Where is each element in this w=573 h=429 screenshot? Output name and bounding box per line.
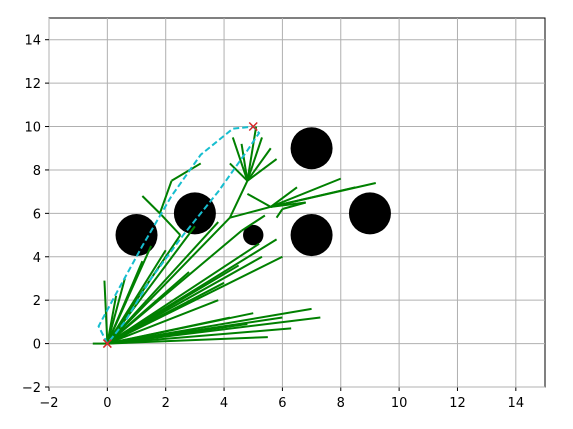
obstacle — [173, 192, 216, 235]
tree-edge — [107, 336, 268, 345]
obstacle — [243, 224, 264, 246]
tree-edge — [106, 234, 182, 345]
tree-edge — [106, 278, 126, 344]
tree-edge — [141, 195, 161, 215]
tree-edge — [229, 162, 249, 182]
tree-edge — [246, 137, 263, 182]
tree-edge — [158, 180, 173, 214]
y-tick-label: 0 — [33, 338, 41, 353]
tree-edge — [270, 186, 298, 208]
y-tick-label: 14 — [24, 34, 41, 49]
x-tick-label: 12 — [449, 396, 466, 411]
obstacle — [290, 214, 333, 257]
y-tick-label: 4 — [33, 251, 41, 266]
tree-edge — [282, 201, 307, 210]
y-tick-label: 8 — [33, 164, 41, 179]
tree-edge — [270, 186, 356, 208]
tree-edge — [159, 212, 182, 236]
tree-edge — [106, 245, 153, 344]
x-tick-label: −2 — [39, 396, 58, 411]
tree-edge — [107, 327, 292, 345]
tree-edge — [106, 264, 240, 345]
x-tick-label: 4 — [220, 396, 228, 411]
x-tick-label: 6 — [278, 396, 286, 411]
obstacle — [290, 127, 333, 170]
tree-edge — [106, 281, 225, 345]
obstacle — [115, 214, 158, 257]
y-tick-label: −2 — [22, 381, 41, 396]
tree-edge — [240, 143, 249, 181]
tree-edge — [106, 216, 231, 345]
tree-edge — [241, 214, 266, 232]
tree-edge — [171, 162, 202, 182]
tree-edge — [246, 126, 258, 181]
y-tick-label: 10 — [24, 121, 41, 136]
x-tick-label: 14 — [508, 396, 525, 411]
y-tick-label: 6 — [33, 207, 41, 222]
y-tick-label: 2 — [33, 294, 41, 309]
tree-edge — [106, 271, 190, 345]
tree-edge — [231, 137, 249, 182]
y-tick-label: 12 — [24, 77, 41, 92]
tree-edge — [246, 192, 272, 208]
x-tick-label: 10 — [391, 396, 408, 411]
obstacle — [348, 192, 391, 235]
x-tick-label: 8 — [337, 396, 345, 411]
tree-edge — [246, 147, 272, 182]
tree-edge — [229, 205, 271, 219]
endpoint-marker — [102, 339, 112, 349]
tree-edge — [228, 180, 249, 219]
endpoint-marker — [248, 121, 258, 132]
tree-edge — [106, 299, 219, 345]
tree-edge — [275, 208, 284, 219]
tree-edge — [103, 280, 109, 344]
tree-edge — [246, 158, 278, 182]
tree-edge — [107, 323, 248, 345]
tree-edge — [270, 177, 342, 208]
plot-frame — [48, 17, 546, 388]
x-tick-label: 0 — [103, 396, 111, 411]
x-tick-label: 2 — [162, 396, 170, 411]
